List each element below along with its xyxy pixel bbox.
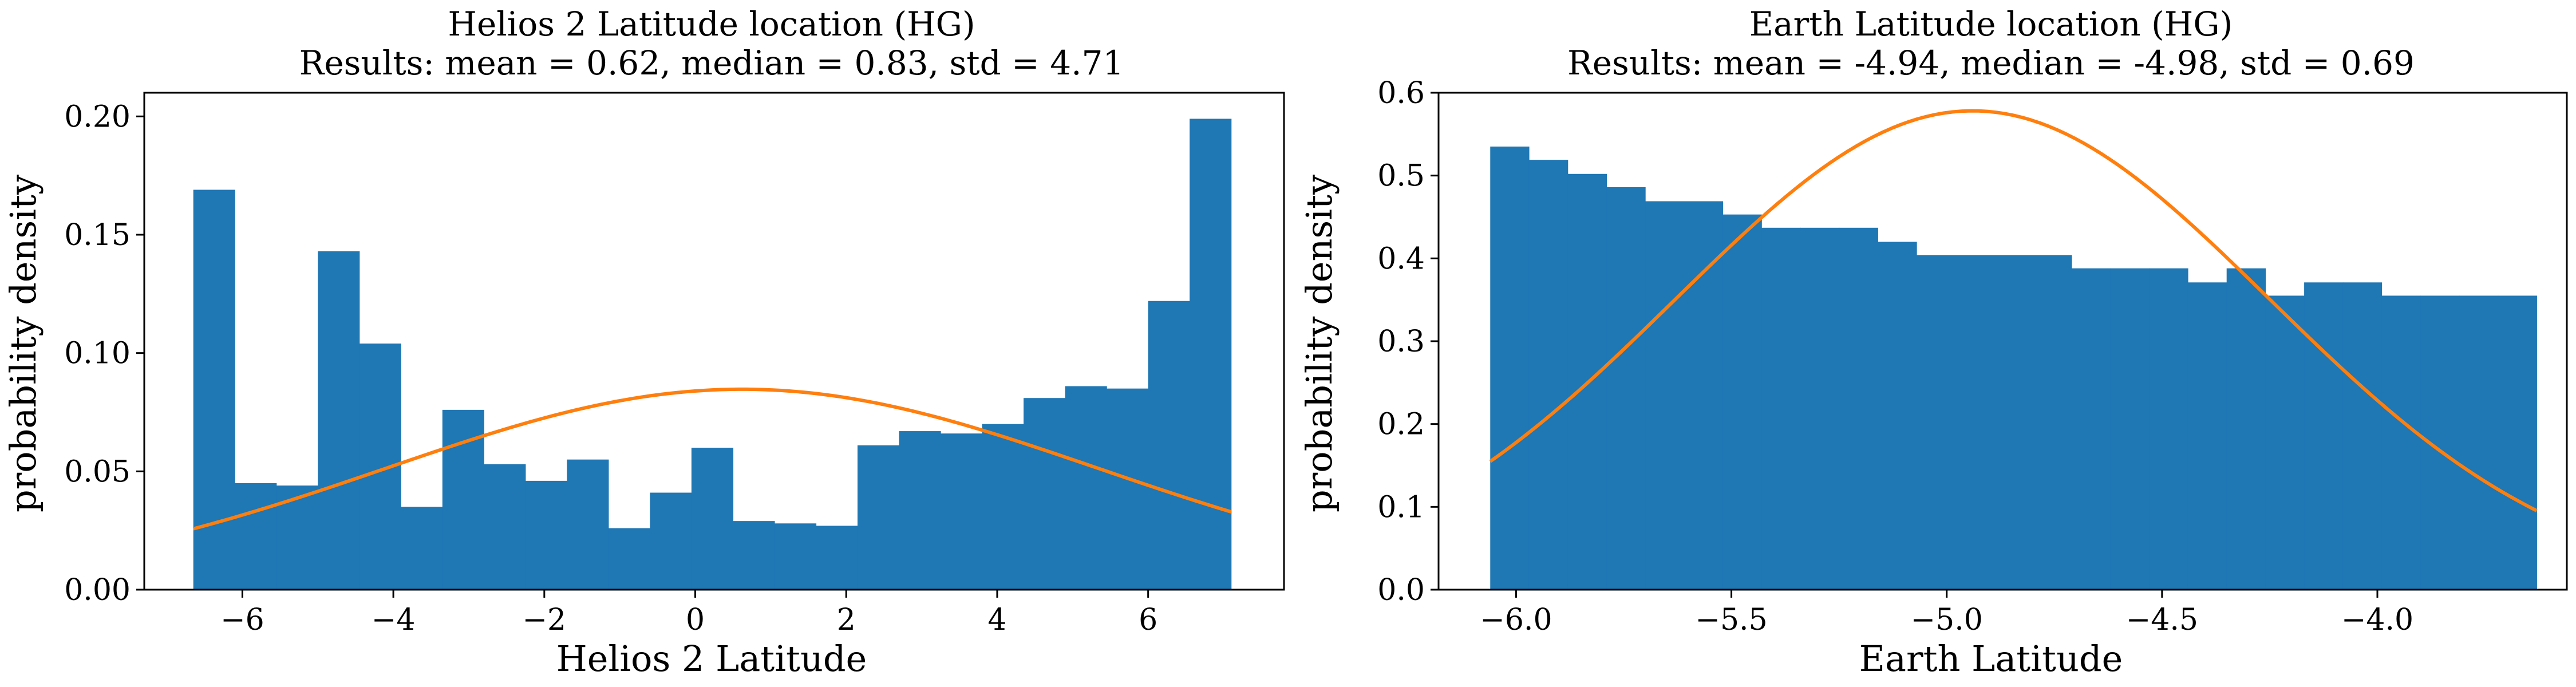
x-tick-label: −4.5 — [2126, 603, 2198, 637]
histogram-bar — [1528, 160, 1568, 590]
chart-panel-earth: Earth Latitude location (HG) Results: me… — [1298, 5, 2568, 680]
histogram-bar — [774, 523, 817, 590]
histogram-bar — [1107, 388, 1149, 590]
chart-subtitle-helios: Results: mean = 0.62, median = 0.83, std… — [299, 44, 1124, 82]
plot-area-earth: −6.0 −5.5 −5.0 −4.5 −4.00.00.10.20.30.40.50.… — [1377, 76, 2568, 637]
chart-subtitle-earth: Results: mean = -4.94, median = -4.98, s… — [1567, 44, 2415, 82]
histogram-bar — [442, 409, 484, 590]
x-tick-label: −5.5 — [1695, 603, 1767, 637]
y-axis-ticks-earth: 0.0 0.1 0.2 0.3 0.4 0.5 0.6 — [1377, 76, 1439, 607]
histogram-bar — [235, 483, 277, 590]
x-tick-label: −6.0 — [1480, 603, 1552, 637]
histogram-bars-helios — [193, 119, 1232, 590]
histogram-bar — [2033, 255, 2072, 590]
histogram-bar — [733, 521, 775, 590]
x-tick-label: −4.0 — [2341, 603, 2413, 637]
y-tick-label: 0.2 — [1377, 408, 1425, 442]
x-tick-label: −2 — [522, 603, 566, 637]
histogram-bar — [525, 480, 567, 590]
histogram-bar — [2110, 268, 2150, 590]
x-tick-label: 0 — [686, 603, 705, 637]
histogram-bar — [1024, 398, 1066, 590]
y-tick-label: 0.0 — [1377, 573, 1425, 607]
histogram-bar — [1839, 227, 1878, 590]
histogram-bar — [1994, 255, 2033, 590]
histogram-bar — [1878, 242, 1917, 590]
y-tick-label: 0.5 — [1377, 159, 1425, 194]
histogram-bar — [899, 431, 941, 590]
histogram-bar — [1645, 201, 1685, 590]
y-tick-label: 0.05 — [64, 455, 131, 489]
x-axis-label-earth: Earth Latitude — [1859, 638, 2123, 680]
x-axis-ticks-helios: −6 −4 −2 0 2 4 6 — [220, 590, 1157, 637]
histogram-bars-earth — [1490, 147, 2537, 590]
y-tick-label: 0.00 — [64, 573, 131, 607]
normal-fit-curve — [1489, 109, 2538, 512]
chart-title-earth: Earth Latitude location (HG) — [1749, 5, 2233, 44]
x-tick-label: 2 — [837, 603, 856, 637]
plot-area-helios: −6 −4 −2 0 2 4 6 0.00 0.05 0.10 0.15 0.20 — [64, 92, 1285, 637]
histogram-bar — [608, 528, 651, 590]
histogram-bar — [2420, 295, 2460, 590]
chart-title-helios: Helios 2 Latitude location (HG) — [448, 5, 975, 44]
histogram-bar — [691, 448, 734, 590]
y-tick-label: 0.10 — [64, 337, 131, 371]
histogram-bar — [1955, 255, 1995, 590]
histogram-bar — [2381, 295, 2421, 590]
y-tick-label: 0.4 — [1377, 242, 1425, 276]
y-axis-ticks-helios: 0.00 0.05 0.10 0.15 0.20 — [64, 100, 144, 607]
histogram-bar — [567, 459, 609, 590]
x-axis-label-helios: Helios 2 Latitude — [556, 638, 867, 680]
histogram-bar — [2342, 282, 2383, 590]
chart-panel-helios: Helios 2 Latitude location (HG) Results:… — [2, 5, 1285, 680]
histogram-bar — [858, 445, 900, 590]
histogram-bar — [816, 526, 858, 590]
y-tick-label: 0.6 — [1377, 76, 1425, 110]
histogram-bar — [2149, 268, 2188, 590]
histogram-bar — [484, 464, 526, 590]
y-tick-label: 0.20 — [64, 100, 131, 134]
histogram-bar — [1722, 214, 1762, 590]
x-tick-label: −4 — [372, 603, 416, 637]
x-tick-label: −5.0 — [1911, 603, 1983, 637]
histogram-bar — [1148, 301, 1190, 590]
histogram-bar — [2498, 295, 2537, 590]
y-tick-label: 0.15 — [64, 218, 131, 252]
histogram-bar — [1065, 386, 1107, 590]
x-tick-label: −6 — [220, 603, 264, 637]
histogram-bar — [2071, 268, 2111, 590]
histogram-bar — [1800, 227, 1840, 590]
histogram-bar — [1917, 255, 1956, 590]
histogram-bar — [982, 424, 1024, 590]
axes-frame — [143, 92, 1285, 591]
histogram-bar — [193, 189, 235, 590]
y-axis-label-helios: probability density — [2, 175, 44, 512]
histogram-bar — [650, 492, 692, 590]
histogram-bar — [941, 433, 983, 590]
x-axis-ticks-earth: −6.0 −5.5 −5.0 −4.5 −4.0 — [1480, 590, 2413, 637]
x-tick-label: 4 — [987, 603, 1006, 637]
y-tick-label: 0.1 — [1377, 490, 1425, 524]
histogram-bar — [401, 507, 443, 590]
histogram-bar — [2304, 282, 2344, 590]
histogram-bar — [1684, 201, 1724, 590]
histogram-bar — [1761, 227, 1801, 590]
normal-fit-curve — [192, 387, 1232, 531]
histogram-bar — [2459, 295, 2499, 590]
histogram-bar — [1190, 119, 1232, 590]
histogram-bar — [2226, 268, 2266, 590]
histogram-bar — [2187, 282, 2227, 590]
y-tick-label: 0.3 — [1377, 325, 1425, 359]
x-tick-label: 6 — [1139, 603, 1157, 637]
histogram-bar — [1606, 187, 1646, 590]
histogram-bar — [1490, 147, 1530, 590]
histogram-bar — [318, 251, 360, 590]
histogram-bar — [2265, 295, 2305, 590]
y-axis-label-earth: probability density — [1298, 175, 1340, 512]
